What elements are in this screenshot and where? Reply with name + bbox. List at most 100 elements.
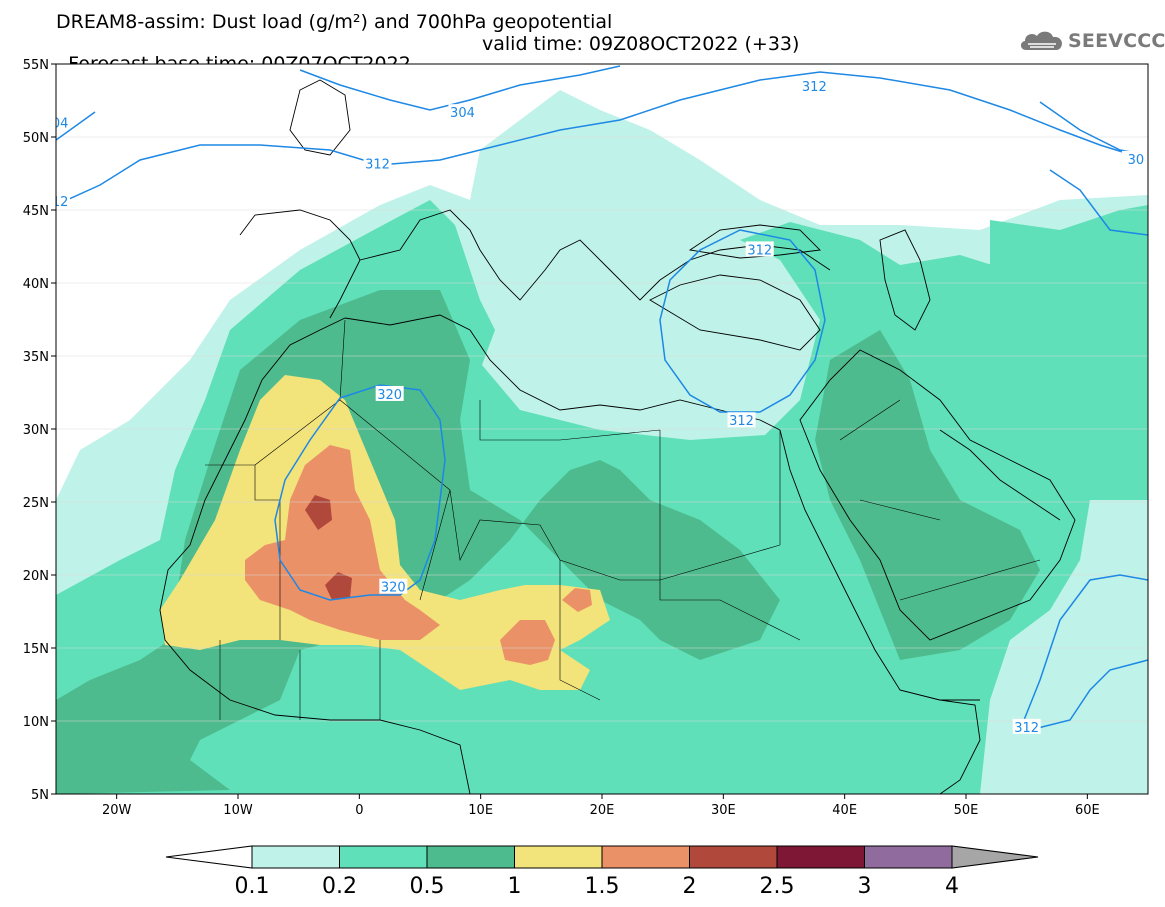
contour-label-bg [379,578,408,594]
chart-title: DREAM8-assim: Dust load (g/m²) and 700hP… [56,11,613,33]
colorbar-label: 1 [508,874,522,899]
coastline-europe [239,209,831,319]
dust-level-2 [305,495,332,530]
contour-label: 320 [381,581,406,596]
colorbar-under-arrow [165,845,253,869]
colorbar-segment [339,845,428,869]
contour-label: 312 [1014,721,1039,736]
contour-label-bg [745,241,774,257]
lat-tick-label: 25N [23,496,49,511]
lat-tick-label: 15N [23,642,49,657]
contour-label-bg [727,412,756,428]
logo-text: SEEVCCC [1068,30,1165,52]
lon-tick-label: 40E [832,803,857,818]
colorbar-label: 0.1 [235,874,270,899]
contour-312-arabian-sea [1019,574,1148,731]
coastlines [159,79,1076,794]
contour-label: 304 [450,106,475,121]
colorbar-segment [776,845,865,869]
lon-tick-label: 10E [468,803,493,818]
colorbar-label: 0.5 [410,874,445,899]
contour-label: 312 [365,157,390,172]
lat-tick-label: 20N [23,569,49,584]
latitude-axis: 55N 50N 45N 40N 35N 30N 25N 20N 15N 10N 5N [23,58,56,803]
colorbar-label: 3 [858,874,872,899]
contour-label-bg [363,155,392,171]
lon-tick-label: 20W [102,803,132,818]
contour-label-bg [56,193,70,209]
contour-304-west [56,111,96,141]
colorbar-segment [864,845,953,869]
colorbar-label: 2.5 [760,874,795,899]
dust-level-1.5-chad [500,620,555,665]
coastline-anatolia [649,274,821,351]
contour-label: 312 [44,195,69,210]
colorbar-segment [514,845,603,869]
contour-label: 312 [729,414,754,429]
colorbar-label: 1.5 [585,874,620,899]
dust-level-1 [160,375,610,690]
contour-label: 312 [802,80,827,95]
lat-tick-label: 40N [23,277,49,292]
contour-320-sahara [274,384,446,601]
contour-label: 312 [747,243,772,258]
lat-tick-label: 10N [23,715,49,730]
contour-label: 320 [377,388,402,403]
coastline-north-africa [344,314,781,431]
contour-label-bg [448,104,477,120]
geopotential-contours [56,65,1148,731]
contour-312-west [56,71,1148,206]
map-plot-area: 304 312 304 312 312 30 312 312 320 320 312 [44,64,1148,794]
contour-label-bg [375,385,404,401]
dust-field [56,90,1148,794]
lat-tick-label: 55N [23,58,49,73]
colorbar-label: 0.2 [322,874,357,899]
dust-level-0.5-east [815,330,1040,660]
colorbar-segment [251,845,340,869]
contour-312-east-sea [1049,169,1148,236]
colorbar-label: 2 [683,874,697,899]
contour-label-bg [56,114,70,130]
lat-tick-label: 45N [23,204,49,219]
coastline-arabia [799,349,1076,641]
colorbar-label: 4 [945,874,959,899]
contour-labels: 304 312 304 312 312 30 312 312 320 320 312 [44,77,1148,736]
dust-level-2-south [325,572,352,600]
coastline-persian-gulf [939,429,1061,521]
longitude-axis: 20W 10W 0 10E 20E 30E 40E 50E 60E [102,794,1100,818]
lat-tick-label: 5N [31,788,49,803]
coastline-black-sea [688,224,821,259]
contour-label-bg [1121,150,1148,166]
dust-level-1.5-tibesti [562,588,592,612]
contour-label-bg [800,77,829,93]
lon-tick-label: 50E [954,803,979,818]
cloud-icon [1020,31,1063,50]
forecast-valid-time: valid time: 09Z08OCT2022 (+33) [482,33,800,55]
lat-tick-label: 50N [23,131,49,146]
contour-label: 30 [1128,153,1145,168]
contour-312-mediterranean [659,229,826,413]
country-borders [205,319,1041,720]
contour-312-arabian-sea-2 [1029,659,1148,731]
dust-level-0.2-east [990,205,1148,320]
lon-tick-label: 20E [590,803,615,818]
contour-label: 304 [44,116,69,131]
lat-tick-label: 35N [23,350,49,365]
lon-tick-label: 0 [355,803,363,818]
contour-label-bg [1012,718,1041,734]
dust-level-0.5 [56,290,780,794]
lat-tick-label: 30N [23,423,49,438]
seevccc-logo: SEEVCCC [1018,28,1165,54]
lon-tick-label: 10W [223,803,253,818]
coastline-horn [899,689,981,794]
coastline-uk [289,79,351,156]
colorbar-segment [689,845,778,869]
lon-tick-label: 60E [1075,803,1100,818]
graticule [56,136,1148,722]
colorbar-over-arrow [951,845,1039,869]
colorbar-segment [426,845,515,869]
colorbar-segment [601,845,690,869]
lon-tick-label: 30E [711,803,736,818]
